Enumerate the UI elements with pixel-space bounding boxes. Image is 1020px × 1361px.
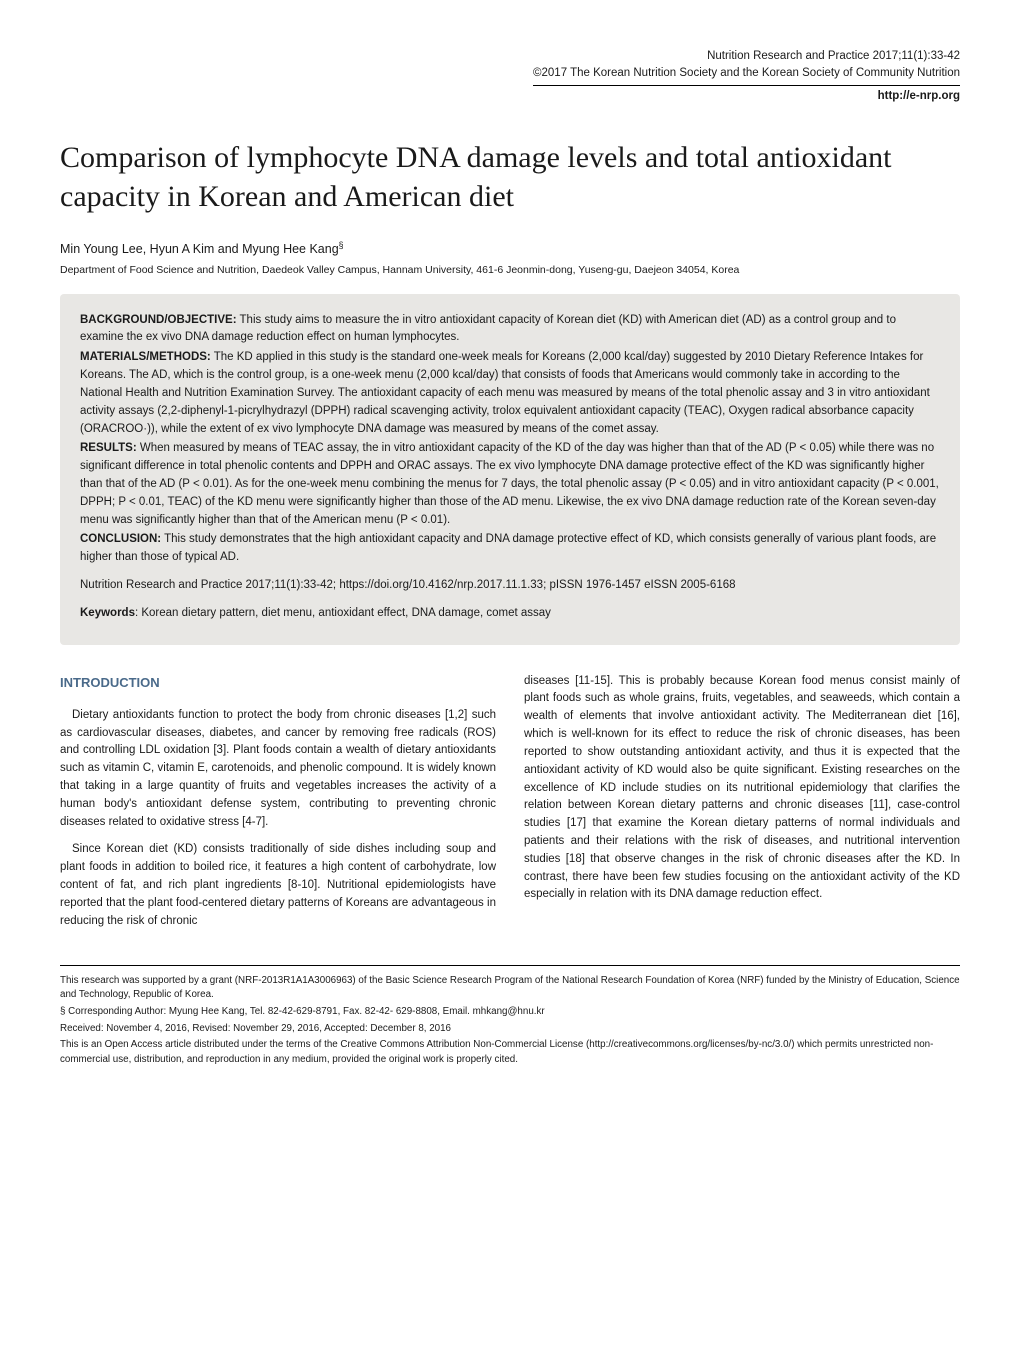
intro-paragraph-3: diseases [11-15]. This is probably becau… bbox=[524, 673, 960, 905]
background-label: BACKGROUND/OBJECTIVE: bbox=[80, 314, 237, 326]
copyright-line: ©2017 The Korean Nutrition Society and t… bbox=[533, 65, 960, 85]
right-column: diseases [11-15]. This is probably becau… bbox=[524, 673, 960, 941]
authors-text: Min Young Lee, Hyun A Kim and Myung Hee … bbox=[60, 242, 339, 256]
journal-header: Nutrition Research and Practice 2017;11(… bbox=[60, 48, 960, 86]
body-columns: INTRODUCTION Dietary antioxidants functi… bbox=[60, 673, 960, 941]
journal-page: Nutrition Research and Practice 2017;11(… bbox=[0, 0, 1020, 1110]
article-title: Comparison of lymphocyte DNA damage leve… bbox=[60, 138, 960, 216]
keywords-text: : Korean dietary pattern, diet menu, ant… bbox=[135, 607, 551, 619]
conclusion-text: This study demonstrates that the high an… bbox=[80, 533, 936, 563]
footnote-license: This is an Open Access article distribut… bbox=[60, 1038, 960, 1067]
results-label: RESULTS: bbox=[80, 442, 137, 454]
author-superscript: § bbox=[339, 240, 344, 250]
intro-paragraph-2: Since Korean diet (KD) consists traditio… bbox=[60, 841, 496, 930]
results-text: When measured by means of TEAC assay, th… bbox=[80, 442, 939, 525]
journal-url: http://e-nrp.org bbox=[60, 90, 960, 102]
journal-citation-line: Nutrition Research and Practice 2017;11(… bbox=[60, 48, 960, 65]
introduction-heading: INTRODUCTION bbox=[60, 673, 496, 693]
affiliation-line: Department of Food Science and Nutrition… bbox=[60, 264, 960, 276]
keywords-label: Keywords bbox=[80, 607, 135, 619]
abstract-box: BACKGROUND/OBJECTIVE: This study aims to… bbox=[60, 294, 960, 645]
intro-paragraph-1: Dietary antioxidants function to protect… bbox=[60, 707, 496, 832]
materials-text: The KD applied in this study is the stan… bbox=[80, 351, 930, 434]
conclusion-label: CONCLUSION: bbox=[80, 533, 161, 545]
footnote-corresponding: § Corresponding Author: Myung Hee Kang, … bbox=[60, 1005, 960, 1020]
footnotes-block: This research was supported by a grant (… bbox=[60, 965, 960, 1068]
footnote-dates: Received: November 4, 2016, Revised: Nov… bbox=[60, 1022, 960, 1037]
citation-line: Nutrition Research and Practice 2017;11(… bbox=[80, 577, 940, 595]
left-column: INTRODUCTION Dietary antioxidants functi… bbox=[60, 673, 496, 941]
footnote-funding: This research was supported by a grant (… bbox=[60, 974, 960, 1003]
materials-label: MATERIALS/METHODS: bbox=[80, 351, 211, 363]
authors-line: Min Young Lee, Hyun A Kim and Myung Hee … bbox=[60, 240, 960, 256]
